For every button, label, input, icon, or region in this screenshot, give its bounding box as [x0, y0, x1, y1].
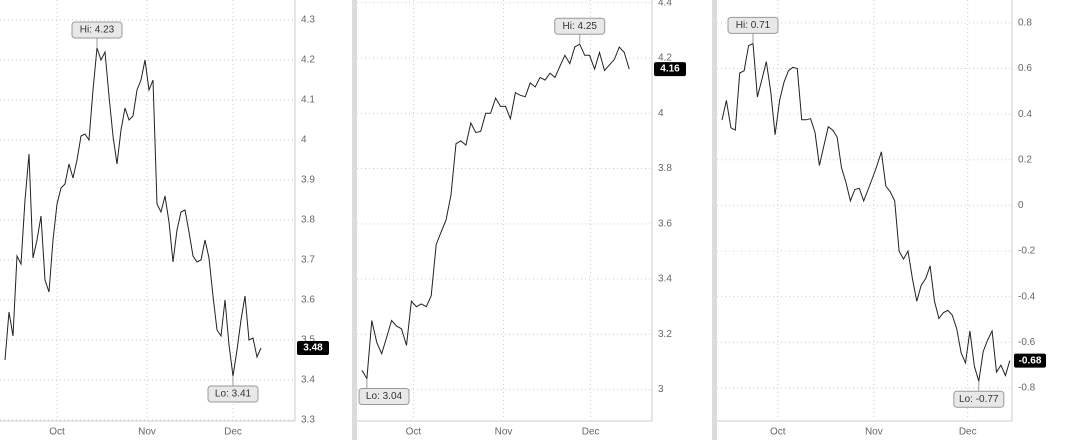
y-tick-label: 3.8 [658, 163, 672, 174]
y-tick-label: -0.6 [1018, 337, 1036, 348]
price-line [4, 47, 262, 377]
x-tick-label: Nov [865, 427, 883, 438]
y-tick-label: 3.9 [301, 175, 315, 186]
y-tick-label: 3.4 [658, 274, 672, 285]
y-tick-label: -0.8 [1018, 383, 1036, 394]
y-tick-label: 3.5 [301, 335, 315, 346]
annotation-box [71, 21, 123, 39]
annotation: Hi: 4.23 [80, 25, 115, 36]
y-tick-label: 0.8 [1018, 17, 1032, 28]
y-tick-label: -0.2 [1018, 246, 1036, 257]
x-tick-label: Dec [582, 427, 600, 438]
last-value-badge [654, 62, 686, 77]
panel-separator [712, 0, 717, 440]
panel-separator [352, 0, 357, 440]
annotation-box [727, 16, 779, 34]
y-tick-label: 4.2 [301, 55, 315, 66]
last-value-label: 3.48 [303, 343, 323, 354]
x-tick-label: Oct [770, 427, 786, 438]
y-tick-label: 0.4 [1018, 109, 1032, 120]
x-tick-label: Dec [224, 427, 242, 438]
y-tick-label: 3.8 [301, 215, 315, 226]
y-tick-label: 3.7 [301, 255, 315, 266]
y-tick-label: 3.4 [301, 375, 315, 386]
y-tick-label: 3.2 [658, 329, 672, 340]
y-tick-label: 3.6 [658, 218, 672, 229]
y-tick-label: 4 [301, 135, 307, 146]
annotation-box [358, 388, 410, 406]
y-tick-label: 0.2 [1018, 154, 1032, 165]
annotation: Lo: -0.77 [959, 394, 999, 405]
y-tick-label: 3.3 [301, 415, 315, 426]
annotation: Lo: 3.41 [215, 389, 252, 400]
annotation-box [953, 390, 1005, 408]
price-line [361, 43, 630, 381]
annotation-box [554, 17, 606, 35]
y-tick-label: 4.3 [301, 15, 315, 26]
y-tick-label: 3 [658, 384, 664, 395]
annotation: Hi: 0.71 [736, 20, 771, 31]
annotation: Lo: 3.04 [366, 391, 403, 402]
y-tick-label: 0 [1018, 200, 1024, 211]
y-tick-label: 4 [658, 108, 664, 119]
x-tick-label: Nov [138, 427, 156, 438]
x-tick-label: Dec [959, 427, 977, 438]
x-tick-label: Nov [495, 427, 513, 438]
x-tick-label: Oct [406, 427, 422, 438]
price-line [721, 42, 1011, 382]
last-value-badge [297, 341, 329, 355]
y-tick-label: 3.6 [301, 295, 315, 306]
y-tick-label: 4.2 [658, 53, 672, 64]
annotation: Hi: 4.25 [563, 21, 598, 32]
y-tick-label: 4.4 [658, 0, 672, 8]
y-tick-label: 4.1 [301, 95, 315, 106]
annotation-box [207, 385, 259, 403]
last-value-badge [1014, 353, 1046, 368]
x-tick-label: Oct [49, 427, 65, 438]
last-value-label: -0.68 [1019, 355, 1042, 366]
y-tick-label: 0.6 [1018, 63, 1032, 74]
y-tick-label: -0.4 [1018, 291, 1036, 302]
last-value-label: 4.16 [660, 64, 680, 75]
